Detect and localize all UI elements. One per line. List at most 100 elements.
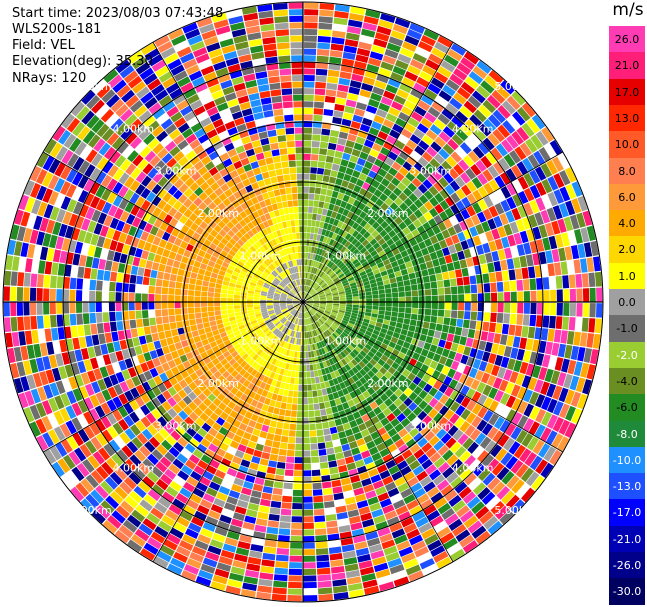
radar-gate [289, 22, 303, 29]
radar-gate [281, 88, 293, 96]
radar-gate [431, 370, 441, 380]
radar-gate [393, 94, 407, 106]
radar-gate [379, 498, 392, 508]
radar-gate [173, 441, 184, 453]
radar-gate [46, 247, 55, 262]
radar-gate [295, 331, 299, 338]
radar-gate [313, 200, 319, 208]
radar-gate [160, 135, 173, 147]
radar-gate [317, 355, 323, 363]
radar-gate [42, 155, 55, 171]
radar-gate [188, 212, 198, 222]
radar-gate [134, 345, 143, 356]
radar-gate [107, 74, 123, 89]
radar-gate [387, 487, 400, 498]
radar-gate [49, 302, 56, 315]
radar-gate [355, 547, 370, 557]
radar-gate [295, 364, 300, 372]
radar-gate [137, 239, 146, 250]
radar-gate [380, 354, 389, 362]
radar-gate [304, 285, 306, 292]
radar-gate [459, 172, 471, 184]
radar-gate [248, 92, 260, 101]
radar-gate [56, 289, 63, 302]
radar-gate [312, 274, 317, 281]
radar-gate [464, 472, 477, 486]
radar-gate [143, 352, 152, 362]
radar-gate [261, 492, 272, 501]
radar-gate [293, 299, 300, 302]
radar-gate [304, 305, 308, 312]
radar-gate [280, 402, 287, 410]
radar-gate [155, 228, 165, 239]
radar-gate [262, 36, 276, 45]
radar-gate [429, 515, 444, 528]
radar-gate [182, 481, 196, 493]
radar-gate [433, 153, 445, 165]
radar-gate [287, 254, 292, 261]
radar-gate [353, 453, 363, 462]
radar-gate [463, 51, 479, 65]
radar-gate [331, 275, 338, 281]
radar-gate [164, 330, 172, 339]
radar-gate [315, 285, 321, 291]
radar-gate [188, 192, 198, 203]
radar-gate [296, 311, 300, 318]
radar-gate [454, 481, 468, 494]
radar-gate [372, 354, 381, 363]
radar-gate [482, 409, 494, 423]
radar-gate [90, 323, 98, 335]
radar-gate [149, 155, 161, 167]
radar-gate [286, 299, 293, 301]
radar-gate [377, 183, 387, 193]
radar-gate [197, 150, 208, 160]
radar-gate [348, 369, 355, 377]
radar-gate [214, 297, 221, 302]
radar-gate [265, 226, 272, 234]
radar-gate [235, 222, 243, 231]
radar-gate [314, 376, 320, 384]
radar-gate [433, 118, 446, 131]
radar-gate [405, 454, 417, 465]
radar-gate [440, 264, 448, 273]
radar-gate [251, 455, 261, 464]
radar-gate [320, 325, 326, 332]
radar-gate [81, 218, 91, 231]
radar-gate [247, 127, 258, 136]
radar-gate [201, 257, 210, 265]
radar-gate [516, 244, 526, 257]
radar-gate [289, 562, 302, 569]
radar-gate [236, 346, 244, 354]
radar-gate [342, 422, 351, 431]
radar-gate [455, 129, 469, 142]
radar-gate [270, 342, 276, 349]
radar-gate [190, 516, 205, 528]
radar-gate [303, 529, 315, 536]
radar-gate [334, 339, 341, 346]
radar-gate [221, 309, 228, 315]
radar-gate [200, 454, 212, 465]
radar-gate [278, 55, 291, 63]
radar-gate [357, 343, 365, 350]
radar-gate [293, 206, 299, 213]
radar-gate [182, 58, 198, 70]
radar-gate [183, 405, 193, 416]
radar-gate [549, 449, 562, 466]
radar-gate [355, 493, 367, 503]
radar-gate [378, 289, 385, 295]
radar-gate [276, 276, 282, 282]
radar-gate [263, 177, 272, 186]
radar-gate [354, 388, 362, 397]
radar-gate [303, 312, 305, 319]
radar-gate [377, 358, 386, 367]
radar-gate [450, 476, 464, 489]
radar-gate [173, 70, 188, 82]
radar-gate [453, 92, 467, 105]
radar-gate [275, 561, 289, 569]
radar-gate [206, 247, 215, 256]
radar-gate [234, 311, 242, 317]
radar-gate [26, 344, 36, 360]
radar-gate [515, 429, 528, 444]
radar-gate [113, 383, 124, 396]
radar-gate [303, 542, 315, 549]
